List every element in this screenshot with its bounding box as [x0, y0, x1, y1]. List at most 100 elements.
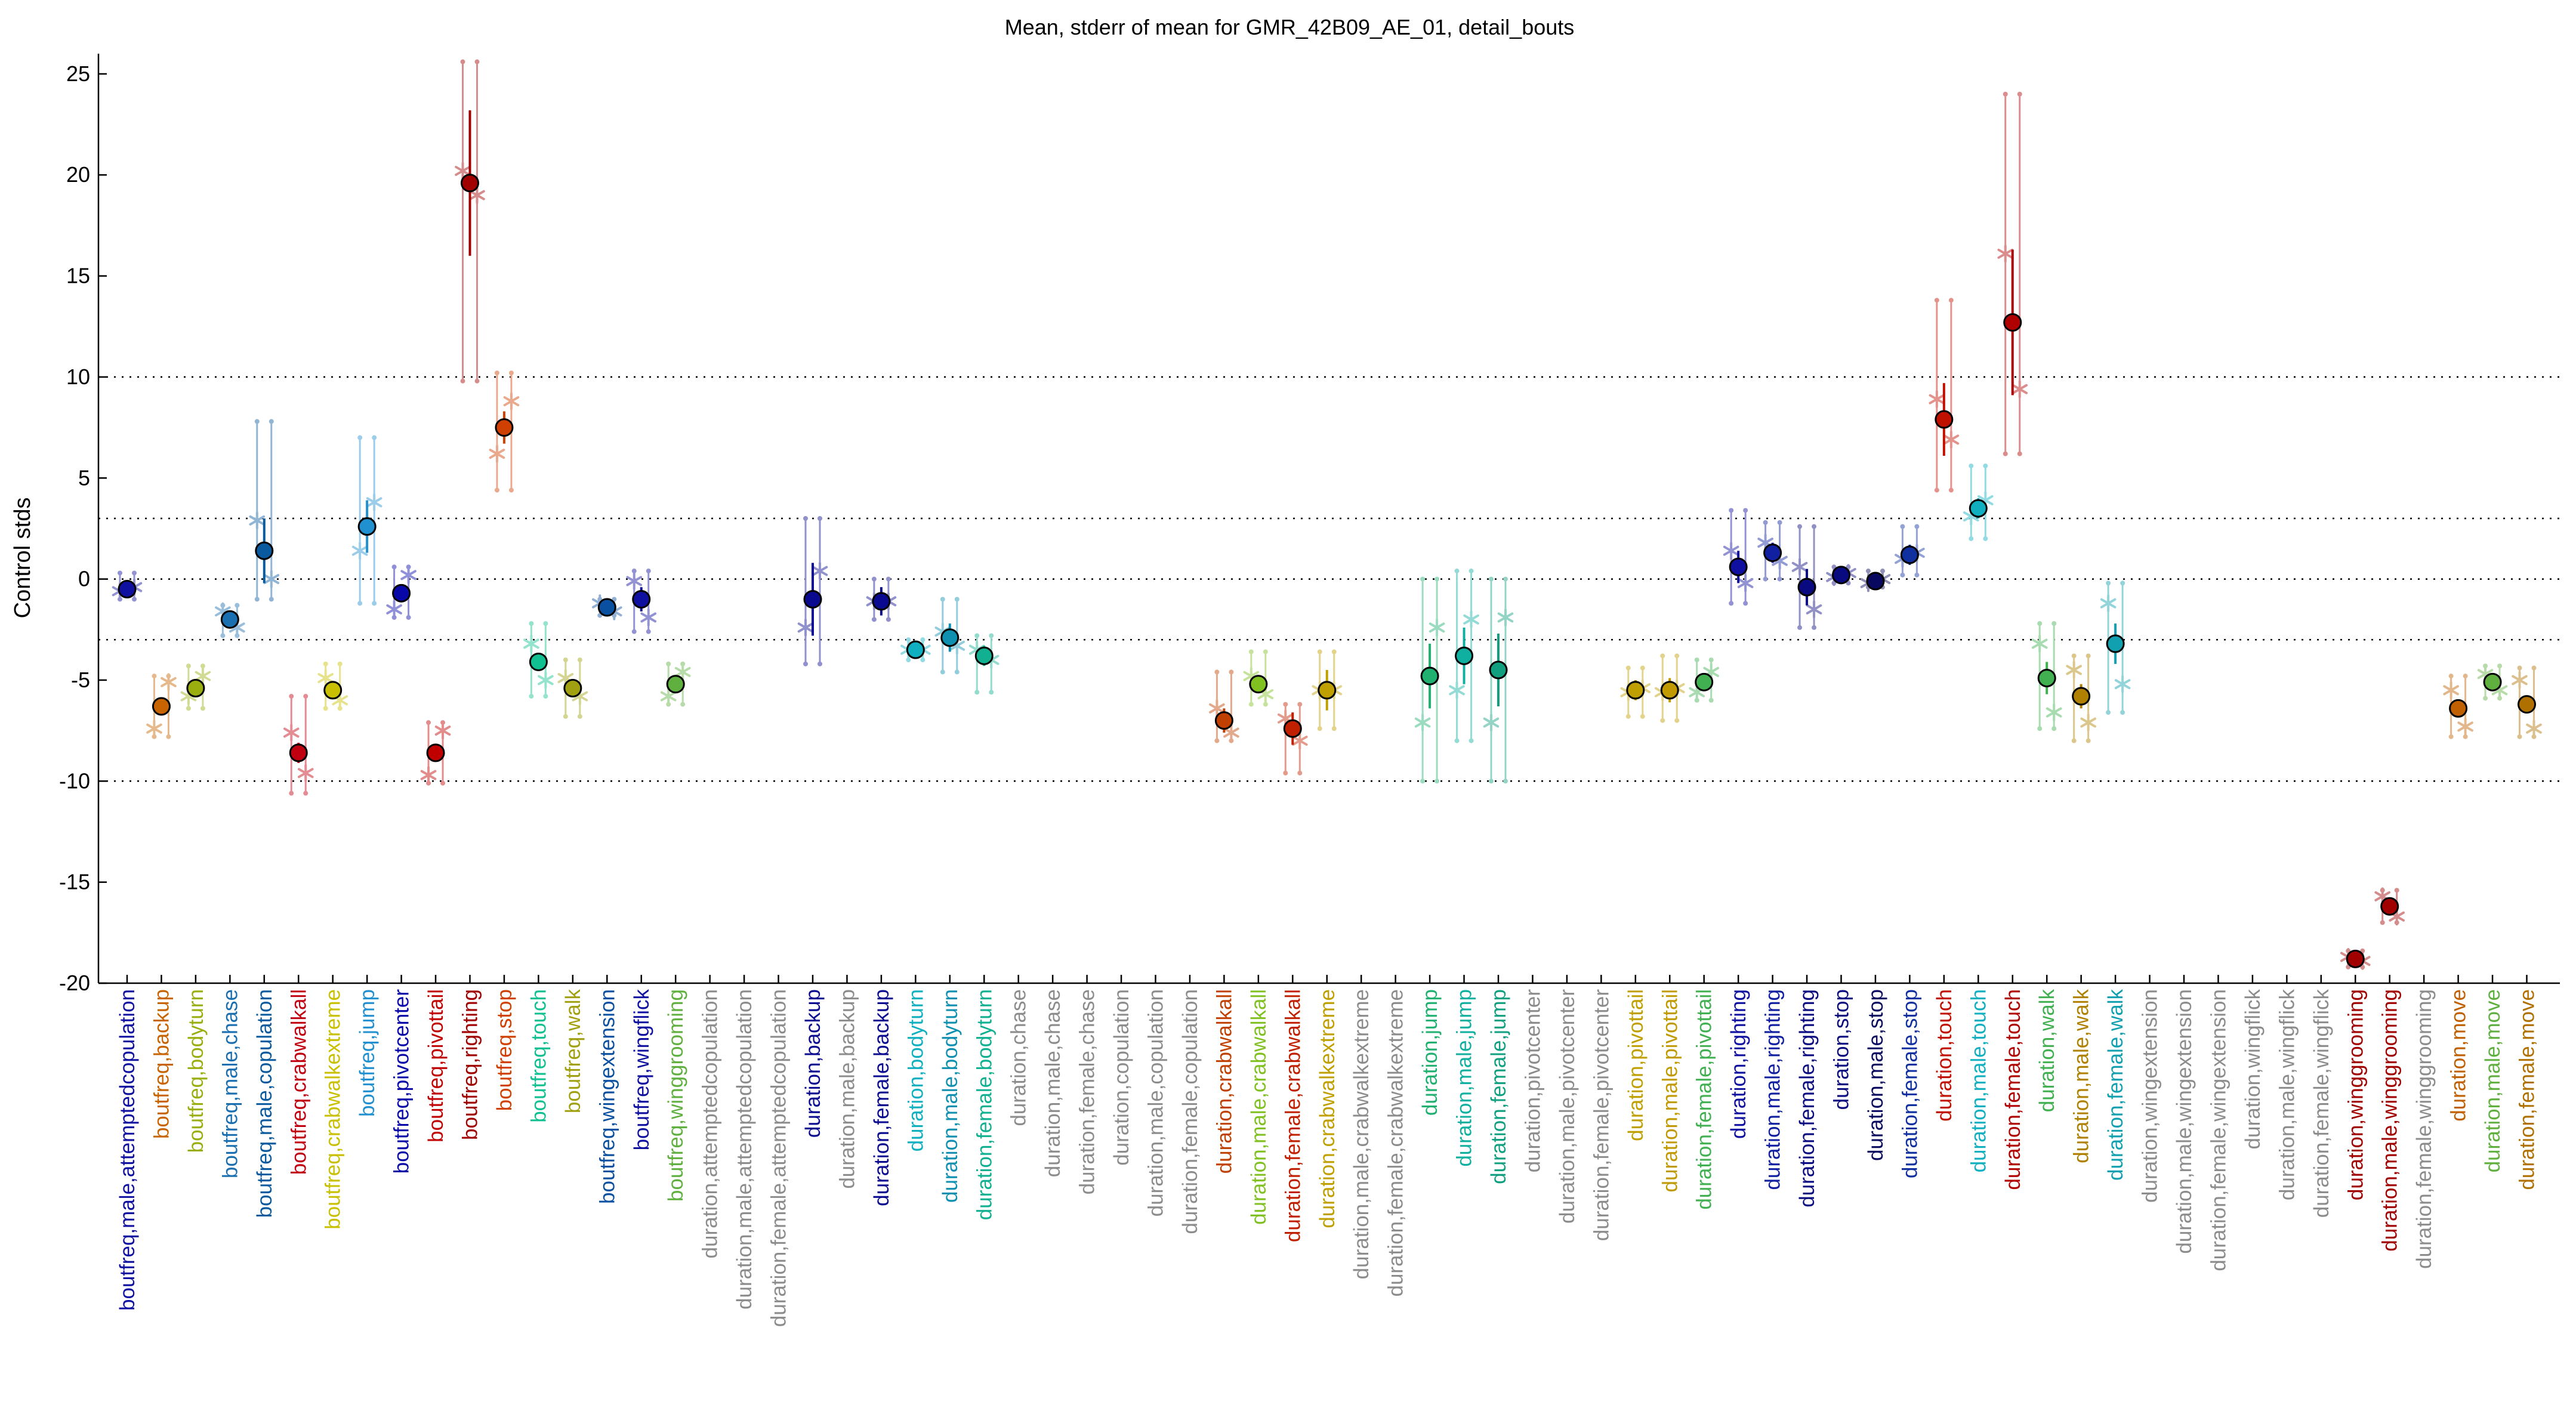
x-tick-label: duration,female,attemptedcopulation — [767, 989, 791, 1327]
asterisk-stroke — [557, 673, 574, 684]
group-range-end — [1948, 298, 1954, 303]
asterisk-stroke — [2389, 911, 2405, 922]
mean-marker — [974, 646, 994, 665]
x-tick-label: duration,male,wingextension — [2173, 989, 2196, 1254]
x-tick-label: boutfreq,male,attemptedcopulation — [116, 989, 139, 1311]
asterisk-stroke — [1997, 248, 2014, 259]
group-range-end — [372, 435, 377, 440]
group-range-end — [1263, 702, 1268, 707]
x-tick-label: duration,backup — [801, 989, 825, 1138]
mean-marker — [289, 743, 308, 762]
mean-marker — [1455, 646, 1474, 665]
group-range-end — [220, 633, 226, 638]
mean-marker — [597, 598, 616, 617]
asterisk-stroke — [572, 691, 588, 702]
group-mean-marker — [263, 570, 280, 588]
group-range-end — [1297, 770, 1303, 776]
group-mean-marker — [1449, 681, 1465, 699]
group-mean-marker — [2443, 681, 2459, 699]
group-range-end — [1469, 569, 1474, 574]
group-range-end — [235, 603, 240, 608]
data-marks — [112, 59, 2542, 970]
asterisk-stroke — [503, 396, 520, 407]
mean-marker — [529, 652, 548, 671]
category-marks — [1620, 665, 1651, 719]
group-range-end — [920, 637, 925, 643]
y-tick-label: -15 — [59, 870, 90, 894]
category-marks — [1997, 91, 2028, 456]
y-ticks: -20 -15 -10 -5 0 5 10 15 20 25 — [59, 61, 107, 995]
x-tick-label: boutfreq,bodyturn — [184, 989, 208, 1153]
category-marks — [934, 597, 965, 675]
mean-marker — [872, 592, 891, 611]
x-tick-label: duration,female,jump — [1487, 989, 1510, 1184]
category-marks — [2443, 674, 2473, 739]
group-range-end — [1434, 779, 1440, 784]
category-marks — [900, 637, 931, 663]
group-range-end — [631, 569, 637, 574]
group-range-end — [1694, 657, 1699, 663]
group-range-end — [1743, 508, 1748, 513]
mean-marker — [1797, 578, 1816, 597]
y-tick-label: -10 — [59, 768, 90, 793]
group-range-end — [132, 597, 137, 602]
mean-marker — [2106, 634, 2125, 653]
x-tick-label: duration,male,attemptedcopulation — [733, 989, 756, 1310]
x-tick-label: boutfreq,crabwalkextreme — [322, 989, 345, 1230]
mean-marker — [632, 589, 651, 609]
x-tick-label: boutfreq,jump — [356, 989, 379, 1117]
category-marks — [283, 694, 314, 796]
group-range-end — [1914, 524, 1920, 529]
asterisk-stroke — [1723, 545, 1739, 556]
group-range-end — [2380, 920, 2385, 925]
x-tick-label: duration,move — [2447, 989, 2470, 1122]
x-tick-label: duration,male,move — [2481, 989, 2504, 1172]
group-range-end — [1797, 524, 1803, 529]
x-tick-label: duration,righting — [1727, 989, 1750, 1139]
group-range-end — [1763, 520, 1768, 525]
group-mean-marker — [351, 542, 368, 560]
group-mean-marker — [660, 687, 677, 706]
asterisk-stroke — [1806, 604, 1822, 614]
group-range-end — [1503, 779, 1508, 784]
mean-marker — [1214, 711, 1233, 730]
asterisk-stroke — [469, 190, 485, 200]
group-range-end — [1248, 702, 1254, 707]
asterisk-stroke — [317, 673, 334, 684]
asterisk-stroke — [283, 727, 300, 738]
asterisk-stroke — [523, 638, 539, 649]
x-tick-label: boutfreq,backup — [150, 989, 173, 1139]
group-range-end — [1229, 669, 1234, 675]
group-mean-marker — [2457, 717, 2473, 736]
group-range-end — [2086, 738, 2091, 743]
group-mean-marker — [1723, 542, 1739, 560]
group-range-end — [426, 720, 431, 725]
asterisk-stroke — [195, 671, 211, 681]
group-range-end — [2483, 696, 2488, 701]
group-range-end — [954, 597, 960, 602]
group-range-end — [166, 734, 171, 739]
asterisk-stroke — [2012, 384, 2028, 394]
x-tick-label: duration,female,touch — [2001, 989, 2025, 1190]
group-range-end — [1674, 718, 1680, 723]
mean-marker — [1283, 719, 1302, 738]
group-range-end — [2517, 734, 2522, 739]
group-mean-marker — [1223, 724, 1239, 742]
category-marks — [2031, 621, 2062, 731]
category-marks — [215, 602, 245, 638]
group-range-end — [1948, 487, 1954, 493]
group-range-end — [886, 617, 891, 622]
group-range-end — [1317, 726, 1322, 731]
asterisk-stroke — [229, 622, 245, 633]
group-range-end — [1454, 569, 1460, 574]
group-range-end — [646, 629, 651, 634]
asterisk-stroke — [1257, 689, 1274, 700]
group-range-end — [1969, 536, 1974, 541]
group-range-end — [886, 576, 891, 582]
group-range-end — [974, 690, 980, 695]
category-marks — [1757, 520, 1788, 582]
group-range-end — [803, 516, 808, 521]
group-range-end — [989, 690, 994, 695]
group-mean-marker — [626, 572, 643, 590]
x-tick-label: duration,jump — [1418, 989, 1442, 1116]
